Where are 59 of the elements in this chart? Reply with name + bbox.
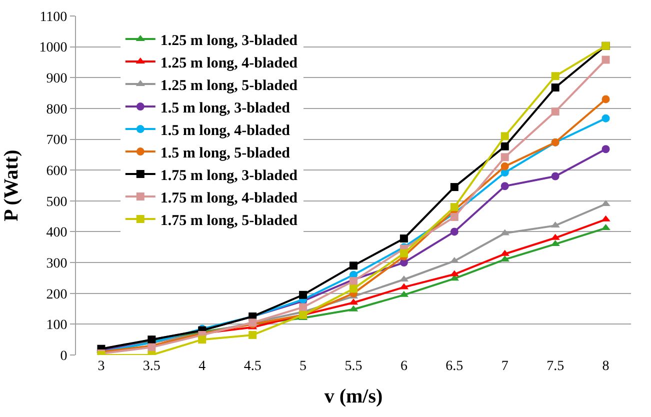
point xyxy=(551,84,560,92)
x-axis-title: v (m/s) xyxy=(324,386,383,408)
point xyxy=(450,183,458,192)
y-tick-label: 400 xyxy=(46,226,68,241)
point xyxy=(551,108,560,116)
legend-label: 1.75 m long, 5-bladed xyxy=(160,212,298,229)
legend-label: 1.5 m long, 5-bladed xyxy=(160,145,291,162)
point xyxy=(450,212,458,221)
x-tick-label: 5.5 xyxy=(344,359,362,374)
x-tick-label: 4.5 xyxy=(244,359,262,374)
legend-label: 1.25 m long, 4-bladed xyxy=(160,55,298,72)
point xyxy=(551,72,560,80)
point xyxy=(450,228,458,236)
point xyxy=(198,336,206,344)
point xyxy=(500,142,509,150)
x-tick-label: 6.5 xyxy=(446,359,464,374)
point xyxy=(450,203,458,212)
x-tick-label: 8 xyxy=(602,359,610,374)
y-tick-label: 600 xyxy=(46,164,68,179)
legend-label: 1.25 m long, 5-bladed xyxy=(160,78,298,94)
point xyxy=(500,153,509,162)
y-tick-label: 900 xyxy=(46,72,68,87)
point xyxy=(500,132,509,140)
x-tick-label: 7.5 xyxy=(546,359,564,374)
point xyxy=(248,330,257,339)
legend-label: 1.75 m long, 3-bladed xyxy=(160,168,298,184)
y-tick-label: 100 xyxy=(46,318,68,334)
legend-label: 1.5 m long, 3-bladed xyxy=(160,100,291,116)
y-tick-label: 500 xyxy=(46,194,68,210)
point xyxy=(500,182,509,190)
x-tick-label: 6 xyxy=(400,359,408,374)
y-tick-label: 700 xyxy=(46,133,68,148)
y-tick-label: 0 xyxy=(60,348,68,364)
point xyxy=(602,56,610,64)
point xyxy=(602,95,610,104)
point xyxy=(602,145,610,154)
y-tick-label: 300 xyxy=(46,256,68,272)
x-tick-label: 3 xyxy=(98,359,105,374)
point xyxy=(299,303,308,312)
y-tick-label: 1100 xyxy=(40,10,68,25)
legend-label: 1.25 m long, 3-bladed xyxy=(160,32,298,49)
x-tick-label: 3.5 xyxy=(142,359,160,374)
point xyxy=(551,172,560,180)
y-tick-label: 800 xyxy=(46,102,68,118)
point xyxy=(400,234,408,243)
point xyxy=(602,114,610,122)
point xyxy=(350,262,358,270)
y-tick-label: 1000 xyxy=(39,40,68,56)
x-tick-label: 5 xyxy=(300,359,307,374)
x-tick-label: 7 xyxy=(501,359,508,374)
legend-label: 1.5 m long, 4-bladed xyxy=(160,122,291,139)
y-tick-label: 200 xyxy=(46,287,68,302)
point xyxy=(400,249,408,258)
legend-label: 1.75 m long, 4-bladed xyxy=(160,190,298,206)
y-axis-title: P (Watt) xyxy=(0,150,23,222)
point xyxy=(299,290,308,299)
point xyxy=(500,162,509,170)
point xyxy=(350,284,358,293)
x-tick-label: 4 xyxy=(198,359,206,374)
